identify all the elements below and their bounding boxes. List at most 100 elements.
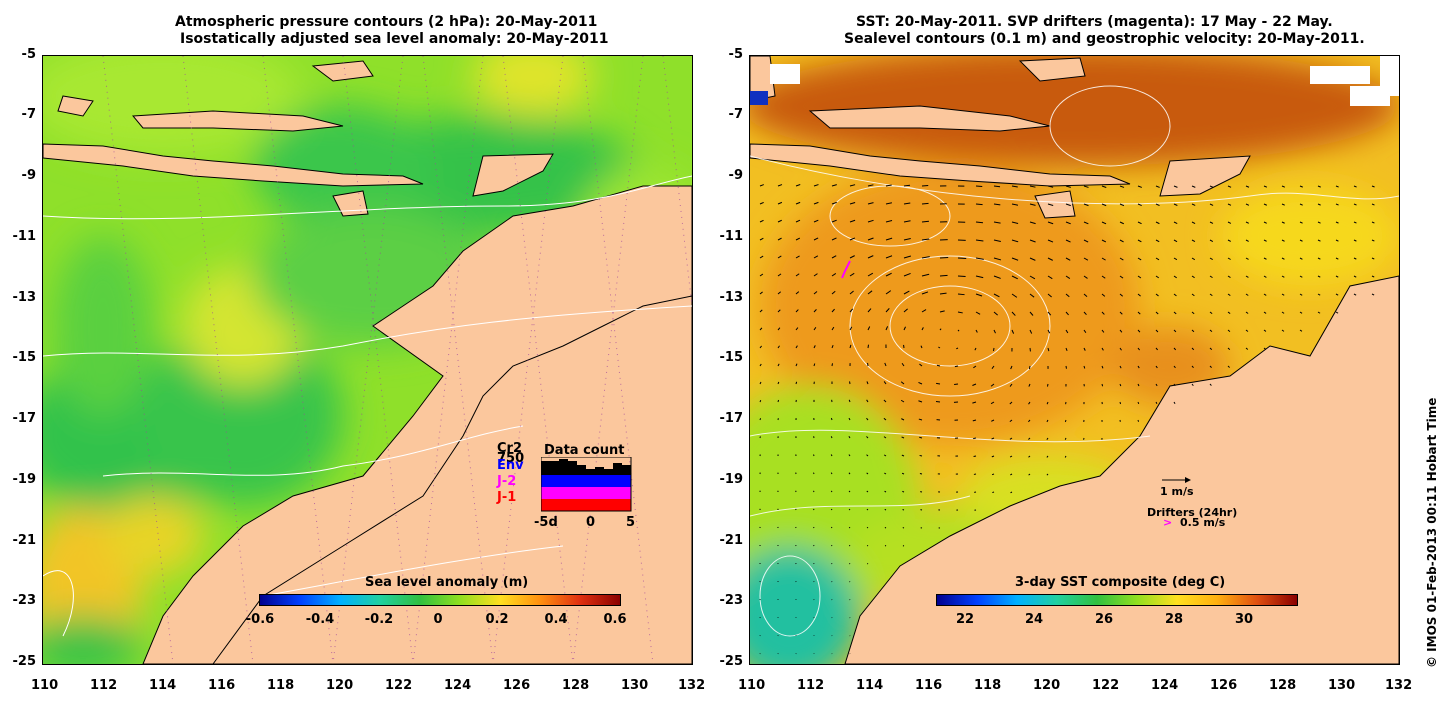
velocity-vector (1227, 239, 1231, 242)
velocity-vector (866, 490, 869, 493)
velocity-vector (1101, 347, 1104, 351)
velocity-vector (813, 273, 818, 277)
right-colorbar-tick: 30 (1234, 612, 1254, 627)
velocity-vector (1028, 365, 1031, 370)
velocity-vector (795, 327, 799, 331)
right-y-tick: -11 (719, 229, 744, 244)
velocity-vector (972, 383, 977, 386)
velocity-vector (1029, 293, 1035, 298)
velocity-vector (901, 472, 905, 475)
velocity-vector (991, 473, 995, 476)
velocity-vector (936, 382, 941, 385)
velocity-vector (849, 255, 855, 259)
velocity-vector (1083, 347, 1086, 351)
left-y-tick: -15 (12, 350, 37, 365)
velocity-vector (939, 328, 942, 331)
velocity-vector (920, 345, 923, 349)
velocity-vector (939, 256, 949, 259)
velocity-vector (866, 436, 869, 439)
velocity-vector (1065, 293, 1070, 298)
right-x-tick: 122 (1092, 678, 1120, 693)
velocity-vector (883, 381, 887, 385)
velocity-vector (1227, 257, 1231, 260)
velocity-vector (1011, 329, 1015, 334)
velocity-vector (813, 345, 816, 349)
velocity-vector (777, 237, 782, 241)
left-colorbar (259, 594, 621, 606)
left-x-tick: 120 (326, 678, 354, 693)
velocity-vector (1137, 257, 1142, 261)
velocity-vector (1263, 257, 1267, 260)
velocity-vector (1119, 275, 1124, 279)
velocity-vector (813, 309, 817, 313)
velocity-vector (903, 308, 908, 313)
velocity-vector (921, 238, 930, 241)
velocity-vector (866, 526, 869, 529)
right-x-tick: 128 (1269, 678, 1297, 693)
velocity-vector (1299, 275, 1303, 278)
left-x-tick: 118 (267, 678, 295, 693)
right-x-tick: 132 (1385, 678, 1413, 693)
velocity-vector (1009, 401, 1013, 405)
velocity-vector (1317, 293, 1321, 296)
velocity-vector (885, 202, 893, 205)
velocity-vector (1245, 203, 1250, 206)
drifter-speed-label: 0.5 m/s (1180, 516, 1226, 529)
velocity-vector (795, 309, 799, 313)
velocity-vector (1173, 311, 1177, 315)
velocity-vector (919, 436, 923, 439)
velocity-vector (777, 273, 782, 277)
velocity-vector (885, 184, 892, 187)
velocity-vector (795, 363, 798, 367)
velocity-vector (1083, 203, 1089, 207)
velocity-vector (866, 454, 869, 457)
left-y-tick: -9 (21, 168, 36, 183)
velocity-vector (1065, 203, 1071, 207)
velocity-vector (939, 292, 947, 295)
velocity-vector (1281, 257, 1285, 260)
velocity-vector (1009, 383, 1013, 387)
velocity-vector (1245, 329, 1249, 332)
data-count-x-tick: -5d (534, 515, 558, 530)
velocity-vector (1046, 455, 1049, 458)
velocity-vector (919, 363, 923, 367)
velocity-vector (902, 490, 905, 493)
velocity-vector (1009, 419, 1013, 423)
velocity-vector (1191, 383, 1194, 386)
velocity-vector (1281, 185, 1286, 188)
velocity-vector (921, 327, 924, 331)
velocity-vector (1083, 275, 1088, 279)
velocity-vector (1083, 221, 1089, 225)
right-colorbar-tick: 24 (1024, 612, 1044, 627)
velocity-vector (1371, 239, 1375, 242)
velocity-vector (1137, 401, 1140, 405)
velocity-vector (1263, 329, 1267, 332)
velocity-vector (830, 454, 833, 457)
velocity-vector (1245, 293, 1249, 296)
velocity-vector (1227, 311, 1231, 314)
velocity-vector (1371, 203, 1375, 206)
velocity-vector (1263, 203, 1268, 206)
velocity-vector (795, 291, 800, 295)
left-x-tick: 122 (385, 678, 413, 693)
right-y-tick: -19 (719, 472, 744, 487)
velocity-vector (1083, 329, 1087, 333)
velocity-vector (1209, 329, 1213, 333)
velocity-vector (1119, 239, 1124, 243)
velocity-vector (867, 202, 874, 205)
velocity-vector (1029, 329, 1033, 334)
velocity-vector (1299, 311, 1303, 314)
velocity-vector (993, 203, 1001, 206)
velocity-vector (1047, 275, 1053, 280)
velocity-vector (972, 401, 977, 404)
velocity-vector (1009, 437, 1013, 440)
velocity-vector (849, 219, 856, 223)
left-y-tick: -13 (12, 290, 37, 305)
velocity-vector (848, 436, 851, 439)
velocity-vector (1137, 383, 1140, 387)
velocity-vector (1353, 239, 1357, 242)
velocity-vector (884, 472, 887, 475)
velocity-vector (1173, 239, 1178, 243)
velocity-vector (936, 364, 941, 367)
velocity-vector (795, 345, 798, 349)
